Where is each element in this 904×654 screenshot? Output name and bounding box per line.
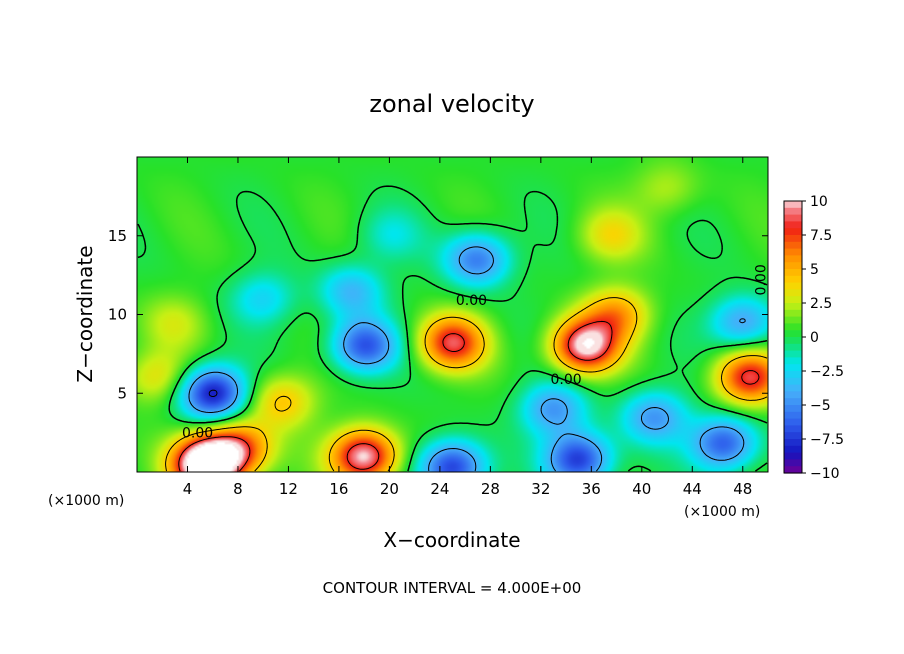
colorbar-band	[784, 411, 802, 420]
colorbar-band	[784, 296, 802, 304]
x-tick-label: 16	[329, 480, 348, 498]
contour-label: 0.00	[753, 264, 769, 295]
colorbar-band	[784, 330, 802, 338]
contour-labels: 0.00 0.00 0.00 0.00	[182, 264, 769, 441]
colorbar-band	[784, 432, 802, 440]
contour-line	[178, 320, 760, 472]
colorbar-band	[784, 248, 802, 256]
x-tick-label: 40	[632, 480, 651, 498]
contour-interval-note: CONTOUR INTERVAL = 4.000E+00	[323, 579, 582, 597]
colorbar-band	[784, 241, 802, 250]
colorbar-band	[784, 221, 802, 229]
colorbar-band	[784, 316, 802, 324]
x-tick-label: 44	[683, 480, 702, 498]
colorbar-band	[784, 371, 802, 379]
x-tick-label: 36	[582, 480, 601, 498]
colorbar-band	[784, 466, 802, 474]
x-axis-label: X−coordinate	[383, 528, 520, 552]
colorbar-tick-label: 5	[810, 262, 819, 278]
x-axis: 4 8 12 16 20 24 28 32 36 40 44 48	[183, 157, 752, 498]
colorbar-band	[784, 459, 802, 467]
colorbar-tick-label: 2.5	[810, 296, 832, 312]
colorbar-tick-label: −7.5	[810, 432, 844, 448]
colorbar-band	[784, 377, 802, 386]
x-tick-label: 12	[279, 480, 298, 498]
y-tick-label: 15	[108, 227, 127, 245]
contour-line	[137, 185, 768, 472]
colorbar-band	[784, 439, 802, 447]
plot-area: 0.00 0.00 0.00 0.00	[136, 156, 769, 473]
x-unit-left: (×1000 m)	[48, 493, 124, 509]
colorbar-tick-label: −5	[810, 398, 831, 414]
x-tick-label: 28	[481, 480, 500, 498]
colorbar-band	[784, 303, 802, 311]
colorbar-band	[784, 309, 802, 318]
x-tick-label: 8	[233, 480, 243, 498]
contour-label: 0.00	[550, 372, 581, 388]
x-tick-label: 20	[380, 480, 399, 498]
x-tick-label: 48	[733, 480, 752, 498]
colorbar-band	[784, 289, 802, 297]
colorbar-band	[784, 214, 802, 222]
y-axis: 5 10 15	[108, 227, 768, 402]
colorbar-band	[784, 255, 802, 263]
contour-line	[188, 444, 237, 472]
colorbar-band	[784, 323, 802, 331]
colorbar-band	[784, 418, 802, 426]
y-tick-label: 5	[117, 384, 127, 402]
colorbar-band	[784, 282, 802, 290]
colorbar-band	[784, 235, 802, 243]
x-tick-label: 24	[430, 480, 449, 498]
y-tick-label: 10	[108, 306, 127, 324]
colorbar-band	[784, 391, 802, 399]
colorbar-tick-label: −2.5	[810, 364, 844, 380]
colorbar-band	[784, 445, 802, 454]
colorbar-band	[784, 405, 802, 413]
colorbar-tick-label: 0	[810, 330, 819, 346]
colorbar-band	[784, 275, 802, 284]
x-unit-right: (×1000 m)	[684, 504, 760, 520]
chart-title: zonal velocity	[369, 90, 534, 118]
x-tick-label: 32	[531, 480, 550, 498]
contour-lines	[137, 185, 768, 472]
contour-line	[188, 246, 746, 472]
colorbar-band	[784, 228, 802, 236]
colorbar-band	[784, 364, 802, 372]
colorbar-tick-label: 7.5	[810, 228, 832, 244]
colorbar-band	[784, 201, 802, 209]
contour-line	[208, 389, 218, 397]
colorbar-band	[784, 398, 802, 406]
colorbar: 10 7.5 5 2.5 0 −2.5 −5 −7.5 −10	[783, 194, 844, 482]
colorbar-band	[784, 384, 802, 392]
colorbar-band	[784, 262, 802, 270]
x-tick-label: 4	[183, 480, 193, 498]
colorbar-band	[784, 337, 802, 345]
y-axis-label: Z−coordinate	[73, 245, 97, 382]
contour-line	[165, 297, 768, 472]
colorbar-tick-label: 10	[810, 194, 828, 210]
colorbar-band	[784, 357, 802, 365]
velocity-field-image	[137, 157, 768, 472]
colorbar-tick-label: −10	[810, 466, 840, 482]
colorbar-band	[784, 269, 802, 277]
colorbar-band	[784, 207, 802, 216]
colorbar-band	[784, 343, 802, 352]
colorbar-band	[784, 452, 802, 460]
contour-label: 0.00	[182, 425, 213, 441]
colorbar-band	[784, 350, 802, 358]
contour-label: 0.00	[456, 293, 487, 309]
colorbar-band	[784, 425, 802, 433]
